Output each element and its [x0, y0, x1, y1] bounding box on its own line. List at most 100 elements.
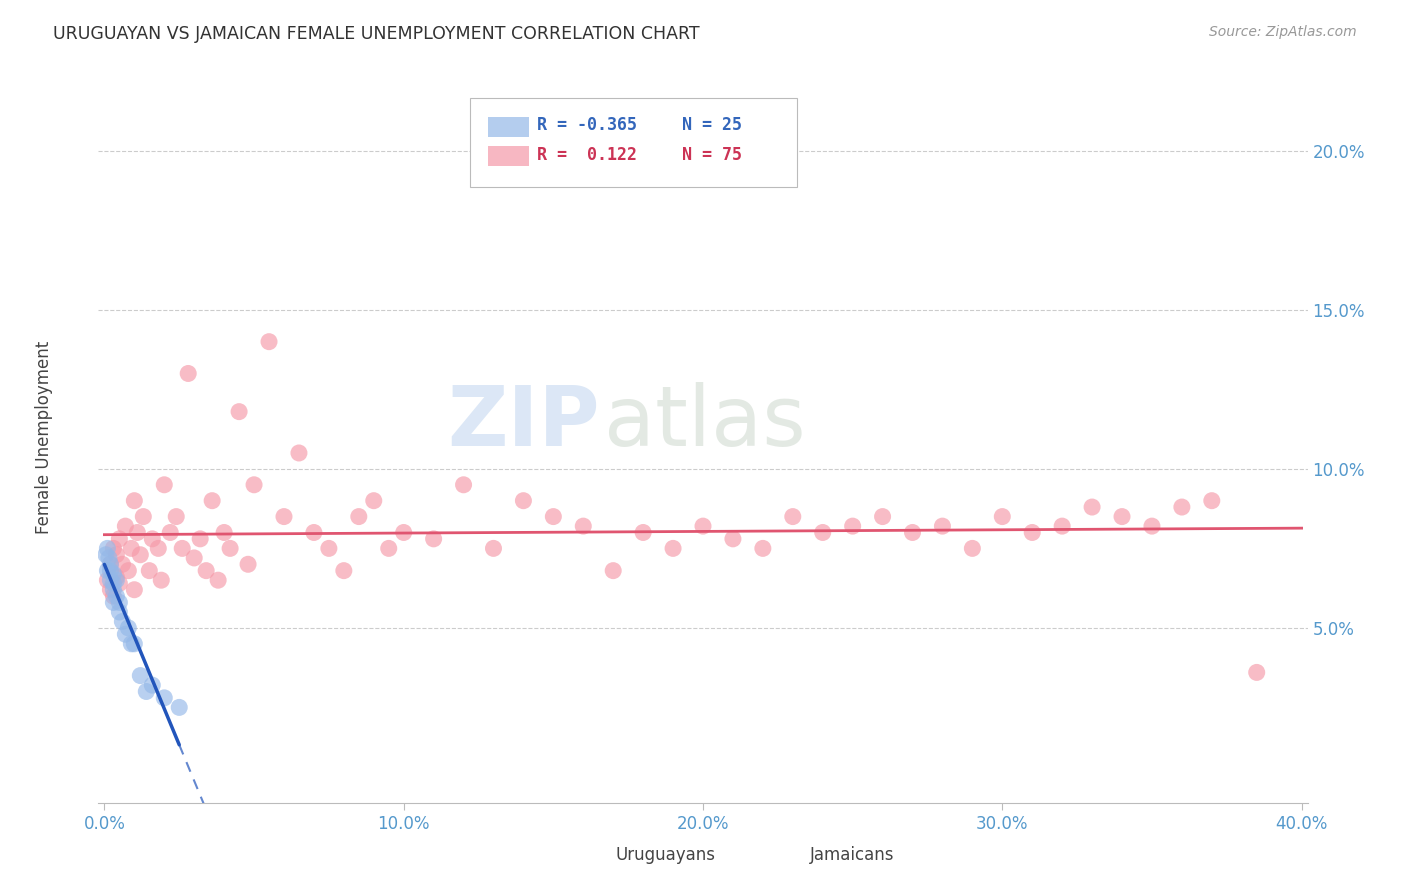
Point	[188, 532, 211, 546]
Point	[165, 509, 187, 524]
Point	[1021, 525, 1043, 540]
Point	[172, 541, 194, 556]
Point	[167, 700, 190, 714]
Point	[100, 558, 122, 572]
Point	[96, 564, 118, 578]
Point	[153, 690, 176, 705]
Text: N = 25: N = 25	[682, 117, 742, 135]
Point	[148, 541, 170, 556]
Point	[96, 573, 118, 587]
Text: N = 75: N = 75	[682, 145, 742, 164]
FancyBboxPatch shape	[488, 146, 529, 167]
Point	[1140, 519, 1163, 533]
Text: URUGUAYAN VS JAMAICAN FEMALE UNEMPLOYMENT CORRELATION CHART: URUGUAYAN VS JAMAICAN FEMALE UNEMPLOYMEN…	[53, 25, 700, 43]
Text: Female Unemployment: Female Unemployment	[35, 341, 53, 533]
Point	[363, 493, 385, 508]
Point	[236, 558, 259, 572]
Point	[117, 564, 139, 578]
Point	[841, 519, 863, 533]
Point	[721, 532, 744, 546]
Point	[100, 573, 122, 587]
Point	[901, 525, 924, 540]
Point	[219, 541, 242, 556]
Point	[288, 446, 311, 460]
Point	[1050, 519, 1073, 533]
Point	[811, 525, 834, 540]
Point	[228, 404, 250, 418]
Point	[243, 477, 266, 491]
Point	[482, 541, 505, 556]
Point	[105, 570, 128, 584]
Point	[195, 564, 218, 578]
Point	[120, 541, 142, 556]
Point	[257, 334, 280, 349]
Point	[103, 576, 125, 591]
Point	[132, 509, 155, 524]
Point	[1201, 493, 1223, 508]
Point	[111, 615, 134, 629]
Point	[692, 519, 714, 533]
FancyBboxPatch shape	[766, 846, 803, 868]
Point	[97, 550, 120, 565]
Point	[100, 582, 122, 597]
FancyBboxPatch shape	[470, 98, 797, 187]
Point	[105, 589, 128, 603]
Point	[108, 605, 131, 619]
Text: Jamaicans: Jamaicans	[810, 846, 894, 863]
Point	[100, 558, 122, 572]
Point	[302, 525, 325, 540]
Point	[212, 525, 235, 540]
Point	[105, 573, 128, 587]
Point	[124, 582, 146, 597]
Point	[333, 564, 356, 578]
Point	[752, 541, 775, 556]
Point	[201, 493, 224, 508]
Point	[177, 367, 200, 381]
Text: R =  0.122: R = 0.122	[537, 145, 637, 164]
Text: Source: ZipAtlas.com: Source: ZipAtlas.com	[1209, 25, 1357, 39]
Point	[124, 493, 146, 508]
Point	[377, 541, 399, 556]
Point	[1246, 665, 1268, 680]
Point	[117, 621, 139, 635]
FancyBboxPatch shape	[572, 846, 610, 868]
Point	[103, 541, 125, 556]
Point	[183, 550, 205, 565]
Point	[103, 595, 125, 609]
Point	[135, 684, 157, 698]
Point	[153, 477, 176, 491]
Point	[392, 525, 415, 540]
Point	[120, 637, 142, 651]
FancyBboxPatch shape	[488, 117, 529, 137]
Point	[1081, 500, 1104, 514]
Point	[159, 525, 181, 540]
Point	[138, 564, 160, 578]
Point	[141, 678, 163, 692]
Point	[141, 532, 163, 546]
Point	[124, 637, 146, 651]
Point	[114, 519, 136, 533]
Point	[111, 558, 134, 572]
Point	[453, 477, 475, 491]
Point	[782, 509, 804, 524]
Point	[129, 668, 152, 682]
Point	[512, 493, 534, 508]
Text: R = -0.365: R = -0.365	[537, 117, 637, 135]
Text: Uruguayans: Uruguayans	[616, 846, 716, 863]
Point	[96, 541, 118, 556]
Point	[114, 627, 136, 641]
Point	[422, 532, 444, 546]
Point	[602, 564, 624, 578]
Point	[150, 573, 173, 587]
Point	[105, 548, 128, 562]
Point	[1171, 500, 1194, 514]
Point	[103, 566, 125, 581]
Point	[318, 541, 340, 556]
Point	[100, 564, 122, 578]
Point	[103, 589, 125, 603]
Point	[631, 525, 654, 540]
Point	[273, 509, 295, 524]
Point	[872, 509, 894, 524]
Point	[931, 519, 953, 533]
Point	[662, 541, 685, 556]
